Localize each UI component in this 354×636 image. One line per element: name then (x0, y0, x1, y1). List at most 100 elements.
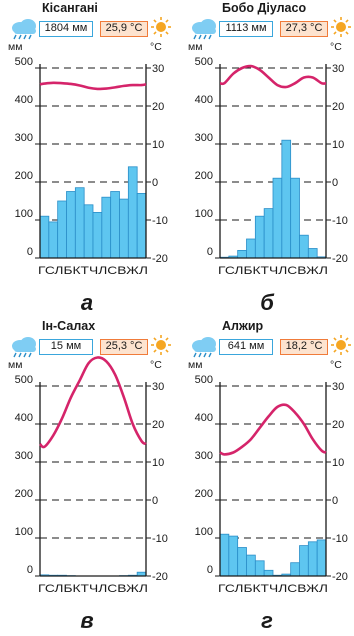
right-tick-label: 30 (152, 63, 164, 75)
precipitation-bar (219, 533, 230, 577)
precipitation-bar (101, 196, 112, 259)
precipitation-bar (316, 539, 327, 577)
right-tick-label: -10 (152, 533, 168, 545)
precipitation-bar (263, 208, 274, 259)
right-tick-label: 30 (152, 381, 164, 393)
annual-precipitation-value: 1113 мм (219, 21, 273, 37)
precipitation-bar (281, 139, 292, 259)
precipitation-bar (237, 547, 247, 577)
right-tick-label: -20 (152, 571, 168, 583)
left-tick-label: 200 (195, 170, 213, 182)
station-title: Алжир (222, 319, 264, 333)
station-title: Бобо Діуласо (222, 1, 307, 15)
right-tick-label: 10 (332, 139, 344, 151)
right-tick-label: -20 (332, 571, 348, 583)
left-tick-label: 0 (27, 564, 33, 576)
right-tick-label: 0 (332, 495, 338, 507)
right-tick-label: 10 (152, 139, 164, 151)
precipitation-bar (136, 192, 147, 259)
station-title: Ін-Салах (42, 319, 96, 333)
precipitation-bar (263, 569, 274, 577)
precipitation-bar (299, 545, 309, 577)
left-tick-label: 0 (27, 246, 33, 258)
precipitation-bar (92, 211, 103, 259)
right-tick-label: -10 (332, 215, 348, 227)
precipitation-bar (307, 541, 318, 577)
left-tick-label: 200 (15, 488, 33, 500)
left-tick-label: 300 (195, 132, 213, 144)
right-tick-label: 30 (332, 381, 344, 393)
precipitation-bar (39, 215, 50, 259)
precip-unit-label: мм (188, 41, 202, 53)
precipitation-bar (246, 554, 256, 577)
sun-icon (151, 335, 171, 355)
precipitation-bar (119, 198, 129, 259)
precipitation-bar (228, 535, 239, 577)
panel-letter: а (80, 290, 94, 315)
left-tick-label: 400 (195, 412, 213, 424)
right-tick-label: 0 (332, 177, 338, 189)
precipitation-bar (66, 191, 76, 259)
precipitation-bar (48, 221, 59, 259)
left-tick-label: 0 (207, 246, 213, 258)
rain-cloud-icon (12, 19, 36, 40)
mean-temperature-value: 25,9 °C (100, 21, 148, 37)
left-tick-label: 500 (195, 56, 213, 68)
month-labels: ГСЛБКТЧЛСВЖЛ (218, 583, 328, 595)
left-tick-label: 500 (15, 374, 33, 386)
precipitation-bar (272, 177, 283, 259)
month-labels: ГСЛБКТЧЛСВЖЛ (218, 265, 328, 277)
left-tick-label: 300 (195, 450, 213, 462)
mean-temperature-value: 27,3 °C (280, 21, 328, 37)
panel-letter: в (80, 608, 94, 633)
left-tick-label: 0 (207, 564, 213, 576)
left-tick-label: 500 (195, 374, 213, 386)
right-tick-label: -10 (152, 215, 168, 227)
right-tick-label: 30 (332, 63, 344, 75)
precipitation-bar (290, 562, 300, 577)
right-tick-label: 0 (152, 495, 158, 507)
sun-icon (331, 335, 351, 355)
right-tick-label: -10 (332, 533, 348, 545)
right-tick-label: 20 (332, 419, 344, 431)
temp-unit-label: °C (330, 359, 342, 371)
climate-chart: мм °C 0 100 200 300 400 500 -20 -10 0 10 20 30 ГСЛБКТЧ… (8, 41, 168, 277)
rain-cloud-icon (12, 337, 36, 358)
precipitation-bar (57, 200, 67, 259)
temperature-line (39, 356, 147, 449)
precipitation-bar (254, 215, 265, 259)
annual-precipitation-value: 1804 мм (39, 21, 93, 37)
left-tick-label: 100 (15, 208, 33, 220)
left-tick-label: 100 (195, 208, 213, 220)
precipitation-bar (307, 248, 318, 259)
climate-chart: мм °C 0 100 200 300 400 500 -20 -10 0 10 20 30 ГСЛБКТЧ… (8, 356, 168, 595)
temperature-line (219, 64, 327, 89)
left-tick-label: 100 (195, 526, 213, 538)
panel-letter: б (260, 290, 274, 315)
mean-temperature-value: 18,2 °C (280, 339, 328, 355)
precip-unit-label: мм (8, 41, 22, 53)
right-tick-label: 0 (152, 177, 158, 189)
left-tick-label: 100 (15, 526, 33, 538)
temp-unit-label: °C (150, 359, 162, 371)
month-labels: ГСЛБКТЧЛСВЖЛ (38, 583, 148, 595)
climate-chart-panel: Кісангані 1804 мм 25,9 °C мм °C 0 100 200 300 400… (0, 0, 174, 318)
panel-letter: г (261, 608, 273, 633)
right-tick-label: -20 (152, 253, 168, 265)
sun-icon (151, 17, 171, 37)
sun-icon (331, 17, 351, 37)
precipitation-bar (290, 177, 300, 259)
right-tick-label: 20 (332, 101, 344, 113)
precipitation-bar (254, 560, 265, 577)
annual-precipitation-value: 15 мм (39, 339, 93, 355)
climate-chart-panel: Ін-Салах 15 мм 25,3 °C мм °C 0 100 200 300 400 500… (0, 318, 174, 636)
left-tick-label: 300 (15, 132, 33, 144)
precipitation-bar (246, 238, 256, 259)
station-title: Кісангані (42, 1, 98, 15)
right-tick-label: 20 (152, 101, 164, 113)
right-tick-label: 20 (152, 419, 164, 431)
precipitation-bar (74, 187, 85, 259)
precipitation-bar (237, 249, 247, 259)
left-tick-label: 200 (195, 488, 213, 500)
left-tick-label: 400 (195, 94, 213, 106)
